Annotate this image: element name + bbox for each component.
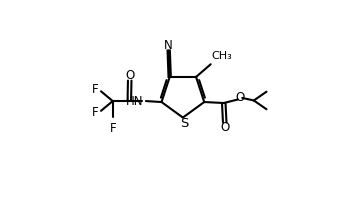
Text: O: O	[125, 69, 134, 82]
Text: O: O	[220, 121, 229, 134]
Text: F: F	[91, 106, 98, 119]
Text: S: S	[180, 117, 188, 130]
Text: CH₃: CH₃	[211, 51, 232, 61]
Text: N: N	[164, 39, 173, 52]
Text: F: F	[91, 83, 98, 96]
Text: O: O	[236, 91, 245, 104]
Text: HN: HN	[125, 95, 143, 108]
Text: F: F	[109, 122, 116, 135]
